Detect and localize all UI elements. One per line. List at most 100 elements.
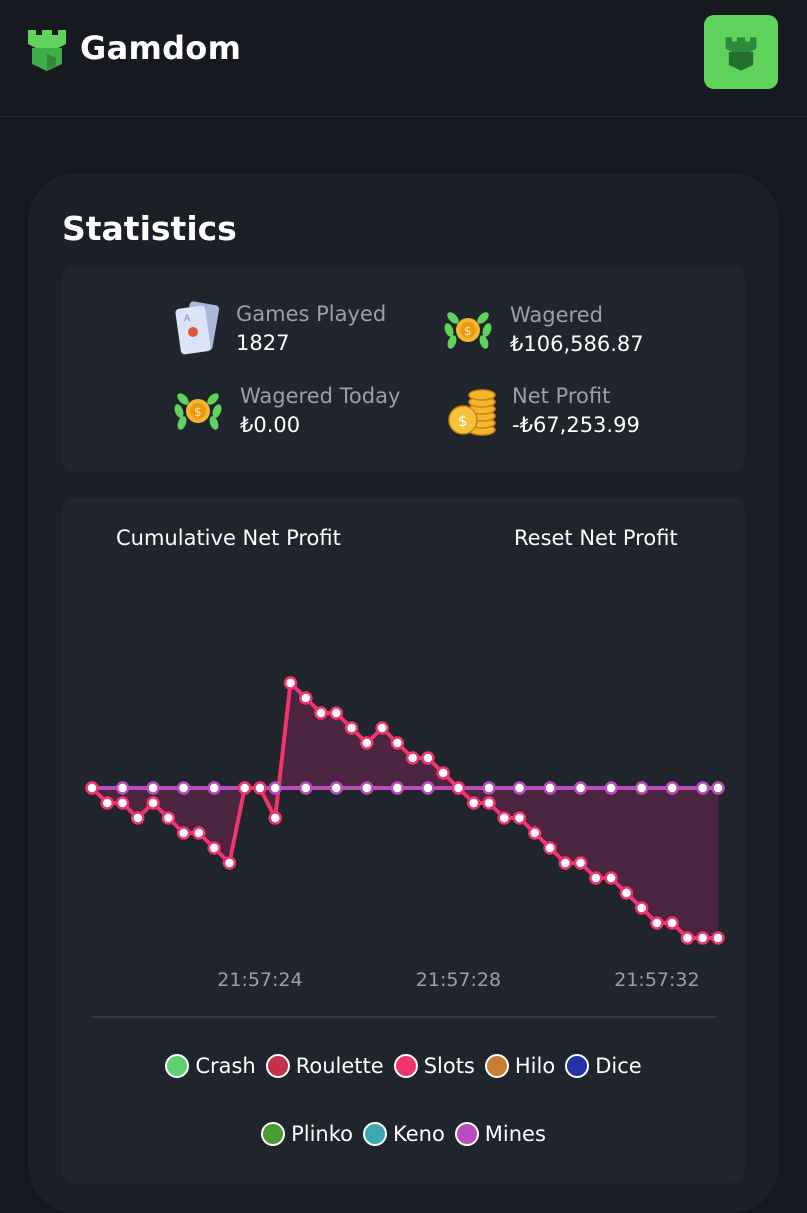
legend-item-slots[interactable]: Slots — [393, 1054, 475, 1078]
slots-point — [100, 796, 115, 810]
cumulative-net-profit-button[interactable]: Cumulative Net Profit — [116, 526, 341, 550]
slots-point — [512, 811, 527, 825]
stat-wagered-today: $ Wagered Today ₺0.00 — [170, 382, 400, 440]
stat-wagered: $ Wagered ₺106,586.87 — [440, 301, 644, 359]
wagered-today-label: Wagered Today — [240, 384, 401, 408]
svg-text:$: $ — [194, 405, 202, 419]
coin-stack-icon: $ — [448, 389, 496, 436]
legend-swatch — [261, 1122, 286, 1146]
slots-point — [528, 826, 542, 840]
legend-swatch — [565, 1054, 590, 1078]
legend-label: Dice — [595, 1054, 642, 1078]
mines-point — [360, 781, 374, 795]
slots-point — [390, 736, 405, 750]
svg-text:$: $ — [464, 324, 472, 338]
legend-label: Crash — [195, 1054, 256, 1078]
legend-item-mines[interactable]: Mines — [454, 1122, 546, 1146]
slots-point — [344, 721, 359, 735]
legend-label: Plinko — [291, 1122, 353, 1146]
reset-net-profit-button[interactable]: Reset Net Profit — [514, 526, 678, 550]
slots-point — [85, 781, 99, 795]
slots-point — [634, 901, 649, 915]
slots-point — [115, 796, 130, 810]
mines-point — [634, 781, 649, 795]
slots-point — [253, 781, 267, 795]
net-profit-value: -₺67,253.99 — [512, 413, 640, 437]
slots-point — [283, 676, 298, 690]
net-profit-chart[interactable]: 21:57:24 21:57:28 21:57:32 — [62, 498, 745, 1028]
slots-point — [604, 871, 618, 885]
games-played-value: 1827 — [236, 331, 290, 355]
slots-point — [650, 916, 664, 930]
mines-point — [390, 781, 405, 795]
mines-point — [573, 781, 588, 795]
x-tick-label: 21:57:24 — [217, 969, 302, 991]
legend-label: Mines — [484, 1122, 546, 1146]
wagered-value: ₺106,586.87 — [510, 332, 644, 356]
games-played-label: Games Played — [236, 302, 387, 326]
slots-point — [711, 931, 725, 945]
slots-point — [421, 751, 435, 765]
top-bar: Gamdom — [0, 0, 807, 117]
legend-item-hilo[interactable]: Hilo — [484, 1054, 556, 1078]
slots-point — [589, 871, 603, 885]
mines-point — [115, 781, 130, 795]
mines-point — [482, 781, 496, 795]
mines-point — [512, 781, 527, 795]
wagered-today-value: ₺0.00 — [240, 413, 301, 437]
legend-item-crash[interactable]: Crash — [165, 1054, 256, 1078]
legend-swatch — [362, 1122, 387, 1146]
slots-point — [405, 751, 420, 765]
mines-point — [695, 781, 710, 795]
legend-label: Hilo — [514, 1054, 556, 1078]
legend-item-plinko[interactable]: Plinko — [261, 1122, 353, 1146]
slots-point — [360, 736, 374, 750]
slots-point — [176, 826, 191, 840]
x-tick-label: 21:57:32 — [614, 969, 699, 991]
mines-point — [711, 781, 725, 795]
slots-point — [695, 931, 710, 945]
laurel-coin-icon: $ — [174, 393, 222, 430]
mines-point — [176, 781, 191, 795]
slots-point — [497, 811, 511, 825]
slots-point — [466, 796, 481, 810]
mines-point — [421, 781, 435, 795]
legend-item-keno[interactable]: Keno — [362, 1122, 445, 1146]
slots-point — [314, 706, 328, 720]
slots-point — [543, 841, 557, 855]
laurel-coin-icon: $ — [444, 312, 492, 349]
slots-point — [451, 781, 466, 795]
chart-panel: Cumulative Net Profit Reset Net Profit 2… — [62, 498, 745, 1183]
castle-icon — [28, 30, 66, 71]
legend-item-roulette[interactable]: Roulette — [265, 1054, 384, 1078]
svg-text:A: A — [184, 314, 191, 324]
mines-point — [604, 781, 618, 795]
wagered-label: Wagered — [510, 303, 603, 327]
chart-legend-row: Crash Roulette Slots Hilo Dice — [62, 1054, 745, 1078]
stat-games-played: A Games Played 1827 — [172, 299, 386, 359]
menu-button[interactable] — [704, 15, 778, 89]
castle-icon — [725, 37, 757, 71]
legend-label: Roulette — [295, 1054, 384, 1078]
legend-swatch — [484, 1054, 509, 1078]
mines-point — [329, 781, 344, 795]
legend-item-dice[interactable]: Dice — [565, 1054, 642, 1078]
slots-point — [482, 796, 496, 810]
net-profit-label: Net Profit — [512, 384, 611, 408]
legend-label: Slots — [423, 1054, 475, 1078]
slots-point — [680, 931, 695, 945]
chart-legend-row: Plinko Keno Mines — [62, 1122, 745, 1146]
slots-point — [222, 856, 237, 870]
slots-point — [329, 706, 344, 720]
playing-cards-icon: A — [175, 301, 220, 355]
x-tick-label: 21:57:28 — [416, 969, 501, 991]
brand-logo[interactable]: Gamdom — [26, 24, 241, 72]
mines-point — [268, 781, 282, 795]
slots-point — [436, 766, 450, 780]
slots-area — [92, 683, 718, 938]
legend-swatch — [393, 1054, 418, 1078]
slots-point — [161, 811, 176, 825]
slots-point — [192, 826, 206, 840]
legend-swatch — [454, 1122, 479, 1146]
legend-swatch — [265, 1054, 290, 1078]
